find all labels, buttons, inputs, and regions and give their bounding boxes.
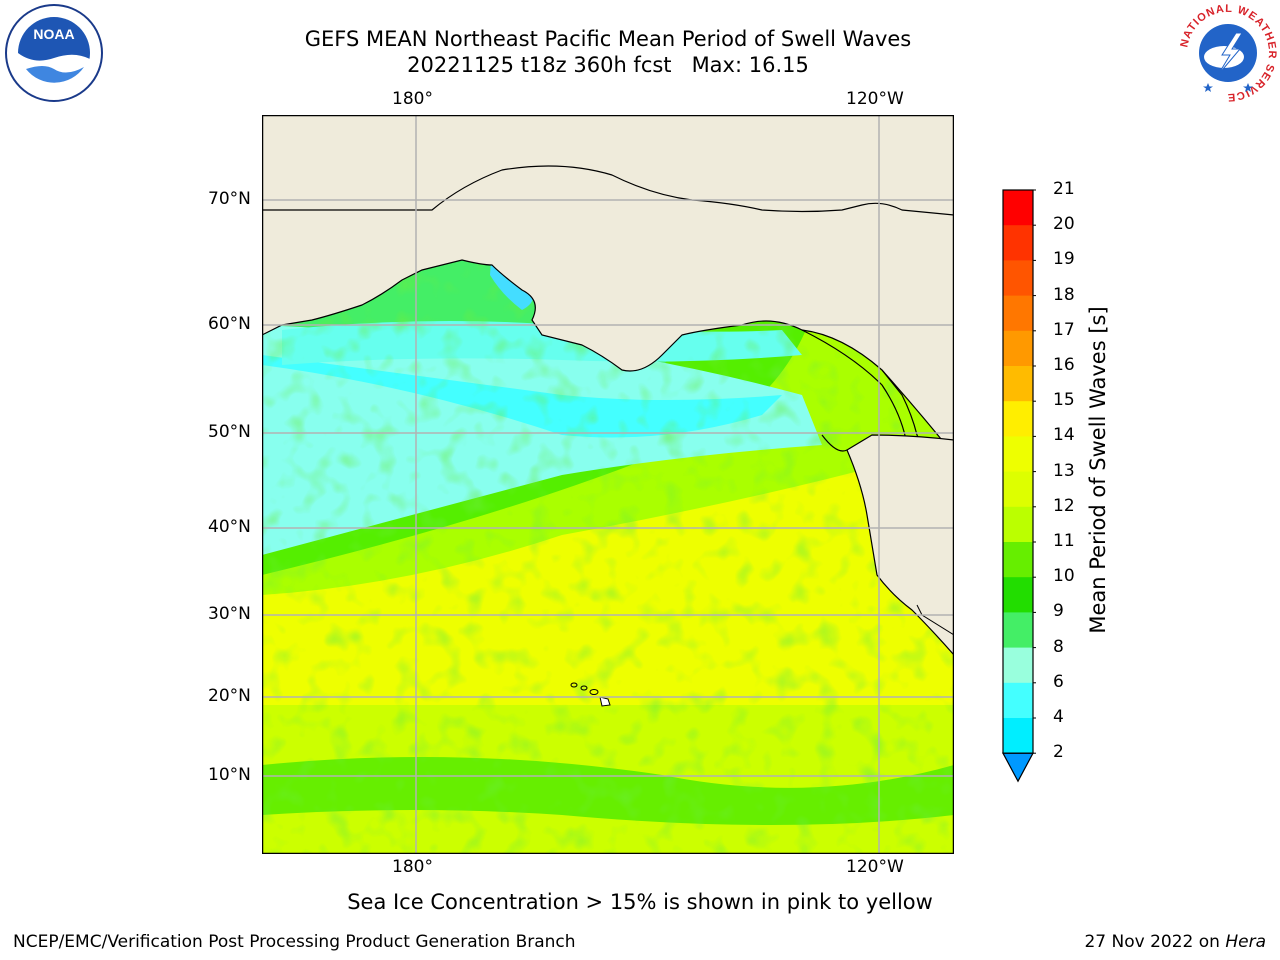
top-lon-label-120w: 120°W xyxy=(846,89,904,109)
bottom-lon-label-180: 180° xyxy=(392,857,433,877)
colorbar-segment xyxy=(1003,260,1033,297)
colorbar-segment xyxy=(1003,682,1033,719)
colorbar-tick-label: 19 xyxy=(1053,249,1075,270)
host-name: Hera xyxy=(1225,932,1266,952)
lat-label-70n: 70°N xyxy=(208,189,251,209)
bottom-lon-label-120w: 120°W xyxy=(846,857,904,877)
colorbar-tick-label: 12 xyxy=(1053,495,1075,516)
colorbar-tick-label: 18 xyxy=(1053,284,1075,305)
colorbar-tick-label: 13 xyxy=(1053,460,1075,481)
colorbar-segment xyxy=(1003,542,1033,578)
colorbar-segment xyxy=(1003,401,1033,437)
colorbar-tick-label: 10 xyxy=(1053,566,1075,587)
colorbar-segment xyxy=(1003,506,1033,543)
colorbar-segment xyxy=(1003,718,1033,754)
colorbar-tick-label: 17 xyxy=(1053,319,1075,340)
swell-period-map xyxy=(262,115,954,854)
lat-label-10n: 10°N xyxy=(208,765,251,785)
colorbar-segment xyxy=(1003,330,1033,367)
chart-subtitle: 20221125 t18z 360h fcst Max: 16.15 xyxy=(407,53,809,77)
colorbar-tick-label: 4 xyxy=(1053,707,1064,727)
lat-label-50n: 50°N xyxy=(208,422,251,442)
colorbar-tick-label: 9 xyxy=(1053,601,1064,622)
colorbar-segment xyxy=(1003,366,1033,402)
colorbar-tick-label: 14 xyxy=(1053,425,1075,446)
colorbar-segment xyxy=(1003,577,1033,613)
colorbar-tick-label: 8 xyxy=(1053,636,1064,657)
colorbar-tick-label: 11 xyxy=(1053,531,1075,551)
colorbar-segment xyxy=(1003,295,1033,332)
credit-line: NCEP/EMC/Verification Post Processing Pr… xyxy=(13,932,576,952)
colorbar-tick-label: 6 xyxy=(1053,671,1064,692)
colorbar-segment xyxy=(1003,225,1033,261)
nws-logo: NATIONAL WEATHER SERVICE xyxy=(1178,3,1277,103)
date-text: 27 Nov 2022 on xyxy=(1084,932,1220,952)
colorbar-title: Mean Period of Swell Waves [s] xyxy=(1086,306,1110,634)
top-lon-label-180: 180° xyxy=(392,89,433,109)
colorbar-tick-label: 15 xyxy=(1053,390,1075,411)
colorbar-extend-triangle xyxy=(1001,752,1035,783)
colorbar-tick-label: 21 xyxy=(1053,179,1075,199)
sea-ice-note: Sea Ice Concentration > 15% is shown in … xyxy=(347,890,933,914)
colorbar-segment xyxy=(1003,612,1033,649)
lat-label-30n: 30°N xyxy=(208,604,251,624)
lat-label-60n: 60°N xyxy=(208,314,251,334)
noaa-logo: NOAA xyxy=(5,4,103,102)
date-line: 27 Nov 2022 on Hera xyxy=(1084,932,1266,952)
colorbar-segment xyxy=(1003,647,1033,684)
colorbar-tick-label: 16 xyxy=(1053,355,1075,375)
colorbar-segment xyxy=(1003,436,1033,473)
colorbar xyxy=(1001,189,1036,783)
colorbar-tick-label: 2 xyxy=(1053,742,1064,763)
colorbar-segment xyxy=(1003,190,1033,226)
lat-label-40n: 40°N xyxy=(208,517,251,537)
colorbar-tick-label: 20 xyxy=(1053,214,1075,235)
svg-text:NOAA: NOAA xyxy=(33,26,74,42)
lat-label-20n: 20°N xyxy=(208,686,251,706)
chart-title: GEFS MEAN Northeast Pacific Mean Period … xyxy=(304,27,912,51)
colorbar-segment xyxy=(1003,471,1033,508)
